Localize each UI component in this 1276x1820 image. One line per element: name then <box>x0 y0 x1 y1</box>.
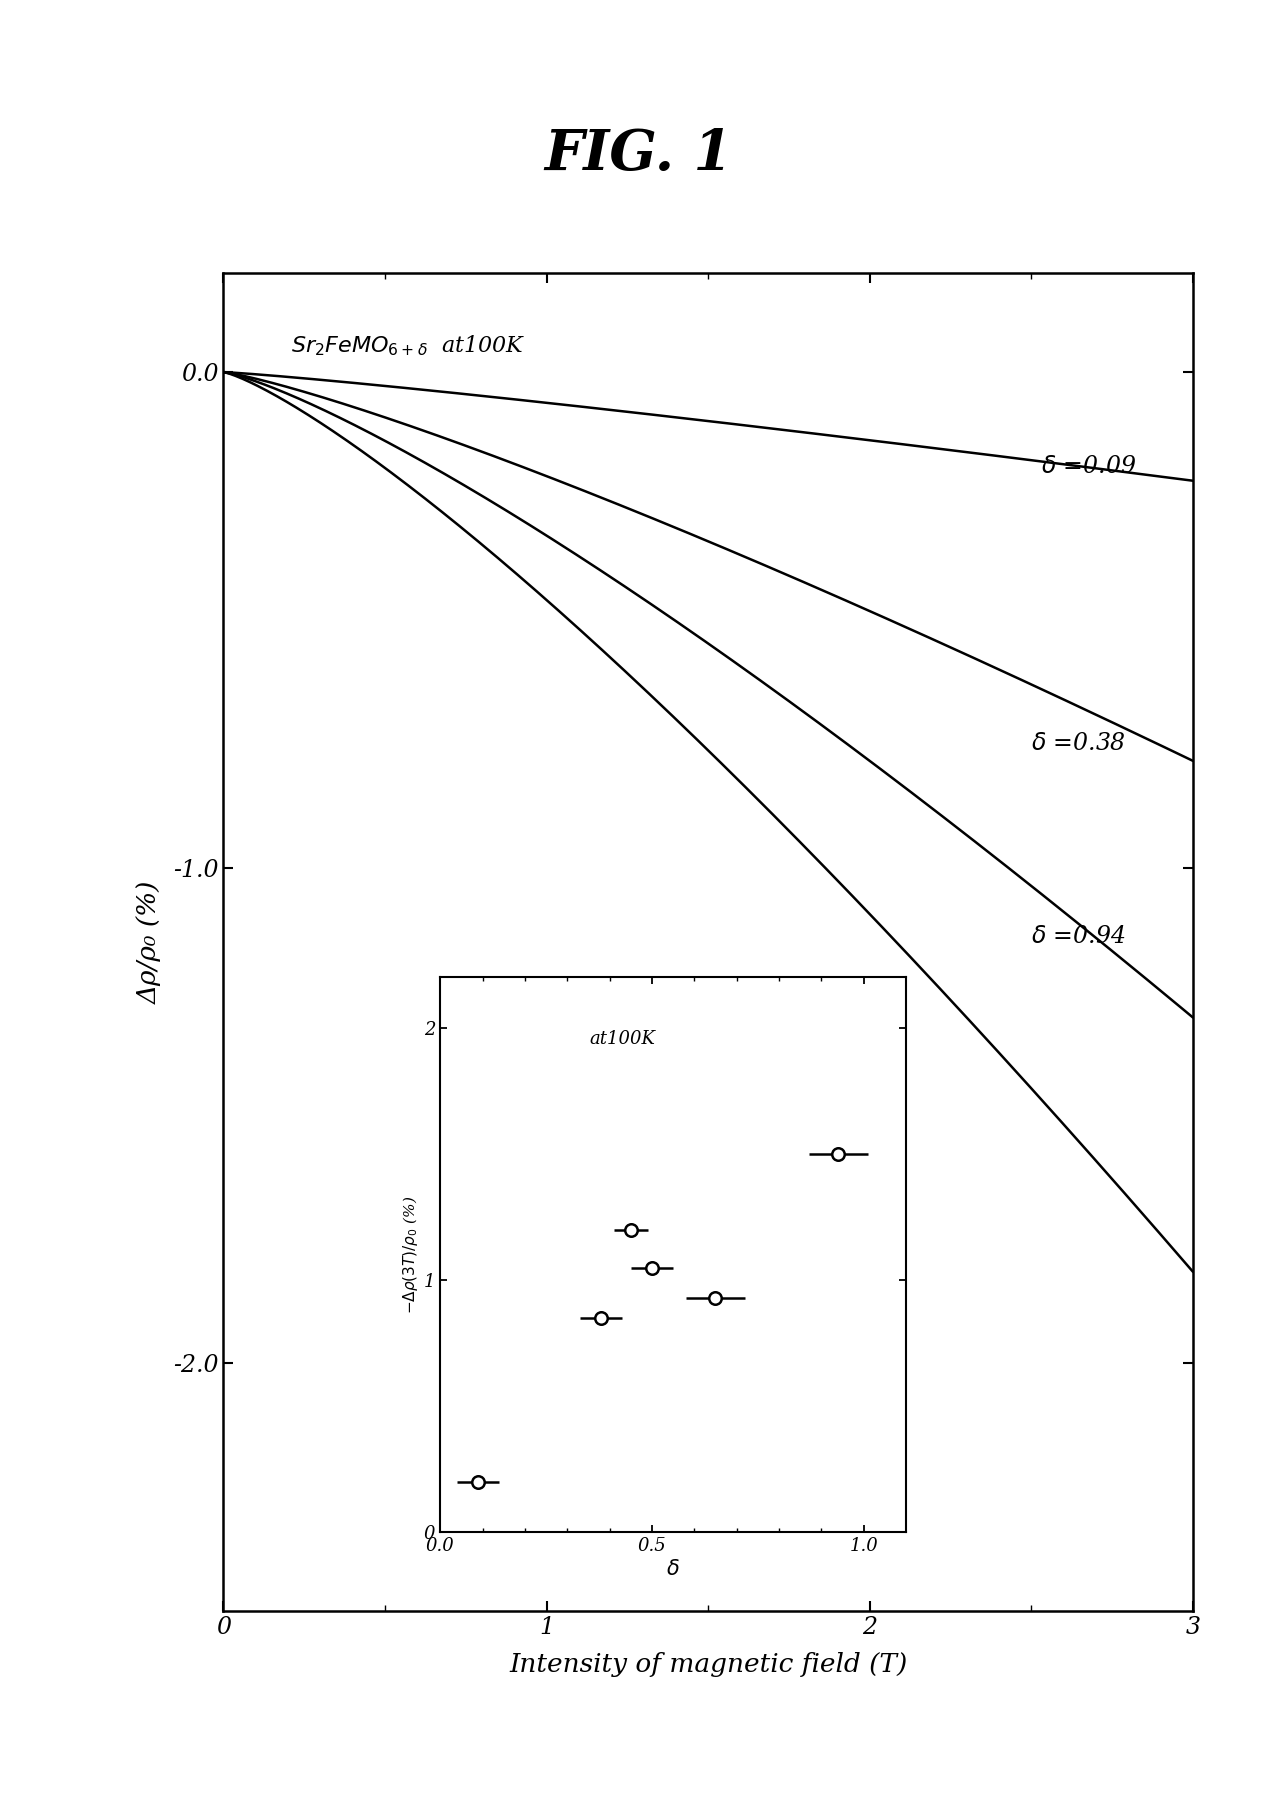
Y-axis label: Δρ/ρ₀ (%): Δρ/ρ₀ (%) <box>137 881 162 1003</box>
Text: $\delta$ =0.38: $\delta$ =0.38 <box>1031 732 1127 755</box>
Y-axis label: $-\Delta\rho(3T)/\rho_0$ (%): $-\Delta\rho(3T)/\rho_0$ (%) <box>401 1196 420 1314</box>
X-axis label: Intensity of magnetic field (T): Intensity of magnetic field (T) <box>509 1653 907 1678</box>
X-axis label: $\delta$: $\delta$ <box>666 1560 680 1580</box>
Text: at100K: at100K <box>590 1030 656 1048</box>
Text: $\delta$ =0.09: $\delta$ =0.09 <box>1041 455 1137 477</box>
Text: FIG. 1: FIG. 1 <box>544 127 732 182</box>
Text: $Sr_2FeMO_{6+\delta}$  at100K: $Sr_2FeMO_{6+\delta}$ at100K <box>291 333 526 359</box>
Text: $\delta$ =0.94: $\delta$ =0.94 <box>1031 925 1125 948</box>
